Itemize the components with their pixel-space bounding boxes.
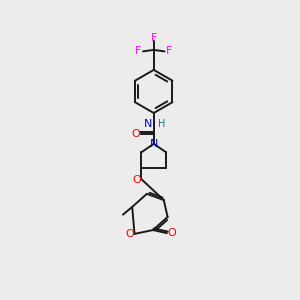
Text: O: O [125, 229, 134, 239]
Text: N: N [150, 139, 158, 149]
Text: F: F [151, 32, 157, 43]
Text: O: O [132, 175, 141, 185]
Text: O: O [132, 129, 140, 139]
Text: H: H [158, 119, 165, 129]
Text: F: F [166, 46, 172, 56]
Text: N: N [144, 119, 152, 129]
Text: F: F [135, 46, 142, 56]
Text: O: O [167, 228, 176, 238]
